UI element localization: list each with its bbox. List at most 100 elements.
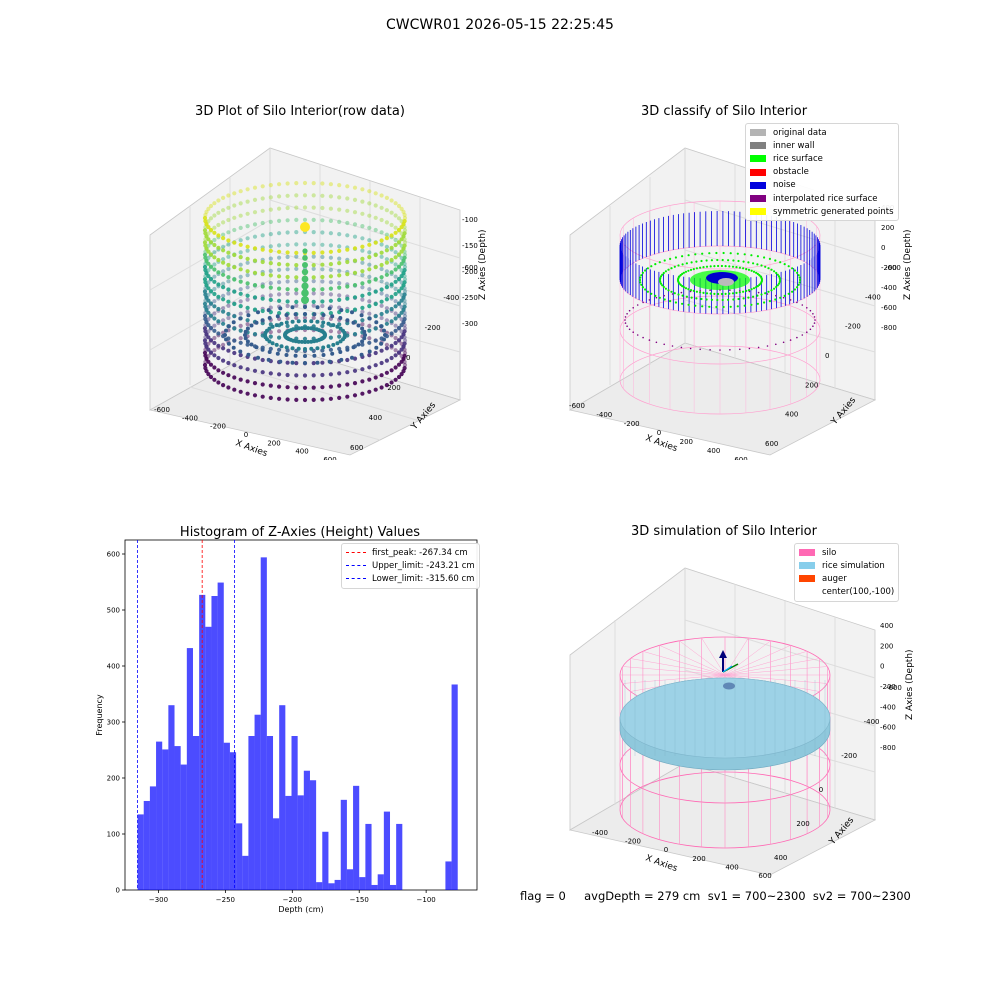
legend-item: symmetric generated points <box>750 205 894 218</box>
legend-label: Upper_limit: -243.21 cm <box>372 560 475 571</box>
legend-swatch <box>750 181 766 189</box>
legend-line <box>346 552 366 554</box>
x-tick-label: 200 <box>692 855 705 863</box>
classify-x-axis-label: X Axies <box>644 433 679 454</box>
y-tick-label: 200 <box>107 775 120 783</box>
legend-label: rice simulation <box>822 560 885 571</box>
y-tick-label: -200 <box>845 323 861 331</box>
y-tick-label: -600 <box>462 264 478 272</box>
histogram-bar <box>291 736 298 890</box>
legend-item: interpolated rice surface <box>750 192 894 205</box>
status-line: flag = 0 avgDepth = 279 cm sv1 = 700~230… <box>520 889 911 903</box>
simulation-x-ticks: -400 -200 0 200 400 600 <box>592 829 772 880</box>
y-tick-label: 400 <box>107 663 120 671</box>
x-tick-label: 0 <box>664 846 668 854</box>
histogram-bar <box>346 869 354 890</box>
y-tick-label: -200 <box>841 752 857 760</box>
classify-x-ticks: -600 -400 -200 0 200 400 600 <box>569 402 748 460</box>
x-tick-label: −200 <box>283 896 302 904</box>
legend-label: obstacle <box>773 167 809 178</box>
histogram-y-axis-label: Frequency <box>95 694 104 736</box>
histogram-bar <box>316 882 323 890</box>
z-tick-label: 400 <box>880 622 893 630</box>
y-tick-label: 500 <box>107 607 120 615</box>
histogram-bar <box>297 795 304 890</box>
legend-swatch <box>750 155 766 163</box>
y-tick-label: -600 <box>885 264 901 272</box>
auger-arrows <box>719 650 739 690</box>
classify-silo-wireframe <box>619 200 821 415</box>
z-tick-label: -200 <box>880 683 896 691</box>
histogram-bar <box>192 736 200 890</box>
histogram-bar <box>168 705 175 890</box>
y-tick-label: 100 <box>107 831 120 839</box>
simulation-z-ticks: 400 200 0 -200 -400 -600 -800 <box>880 622 896 752</box>
y-tick-label: 300 <box>107 719 120 727</box>
histogram-bar <box>285 795 292 890</box>
histogram-bar <box>186 648 193 890</box>
raw-y-ticks: -600 -400 -200 0 200 400 600 <box>350 264 478 452</box>
legend-label: noise <box>773 180 796 191</box>
raw-plot-title: 3D Plot of Silo Interior(row data) <box>195 104 405 119</box>
raw-3d-plot[interactable]: -600 -400 -200 0 200 400 600 -600 -400 -200 0 200 4… <box>130 140 490 460</box>
histogram-bar <box>180 764 187 890</box>
histogram-bar <box>390 884 397 890</box>
y-tick-label: 0 <box>819 786 823 794</box>
x-tick-label: 0 <box>244 431 248 439</box>
histogram-bar <box>396 823 403 890</box>
legend-item: original data <box>750 126 894 139</box>
legend-swatch <box>750 142 766 150</box>
histogram-bar <box>205 626 212 890</box>
legend-label: inner wall <box>773 140 815 151</box>
z-tick-label: -200 <box>881 264 897 272</box>
histogram-x-ticks: −300 −250 −200 −150 −100 <box>149 890 436 904</box>
legend-swatch <box>750 168 766 176</box>
legend-label: auger <box>822 573 847 584</box>
z-tick-label: -800 <box>881 324 897 332</box>
histogram-bar <box>279 705 286 890</box>
legend-item: noise <box>750 179 894 192</box>
legend-swatch <box>799 549 815 557</box>
simulation-legend: silo rice simulation auger center(100,-100) <box>794 543 900 602</box>
simulation-z-axis-label: Z Axies (Depth) <box>905 649 915 720</box>
x-tick-label: −250 <box>216 896 235 904</box>
histogram-bar <box>353 785 360 890</box>
x-tick-label: 400 <box>295 448 308 456</box>
histogram-bar <box>211 596 218 890</box>
y-tick-label: 0 <box>406 354 410 362</box>
histogram-chart[interactable]: Histogram of Z-Axies (Height) Values −30… <box>85 515 495 920</box>
legend-item: inner wall <box>750 139 894 152</box>
histogram-bar <box>309 780 317 890</box>
y-tick-label: 200 <box>387 384 400 392</box>
y-tick-label: 200 <box>796 820 809 828</box>
histogram-bars <box>137 557 458 890</box>
legend-label: original data <box>773 127 827 138</box>
histogram-title: Histogram of Z-Axies (Height) Values <box>180 525 420 540</box>
simulation-x-axis-label: X Axies <box>644 853 679 874</box>
z-tick-label: -250 <box>462 294 478 302</box>
histogram-legend: first_peak: -267.34 cm Upper_limit: -243.… <box>341 543 480 589</box>
z-tick-label: -100 <box>462 216 478 224</box>
histogram-bar <box>229 752 237 890</box>
z-tick-label: -400 <box>880 703 896 711</box>
classify-point-cloud <box>619 211 821 351</box>
z-tick-label: 200 <box>881 224 894 232</box>
raw-x-axis-label: X Axies <box>234 438 269 459</box>
x-tick-label: 0 <box>657 429 661 437</box>
x-tick-label: 400 <box>707 447 720 455</box>
classify-z-axis-label: Z Axies (Depth) <box>903 229 913 300</box>
y-tick-label: -200 <box>425 324 441 332</box>
classify-plot-title: 3D classify of Silo Interior <box>640 104 808 119</box>
histogram-bar <box>328 883 335 890</box>
simulation-rice-surface <box>619 677 831 771</box>
y-tick-label: -400 <box>443 294 459 302</box>
legend-label: Lower_limit: -315.60 cm <box>372 573 475 584</box>
legend-label: first_peak: -267.34 cm <box>372 547 468 558</box>
x-tick-label: 200 <box>267 439 280 447</box>
histogram-y-ticks: 0 100 200 300 400 500 600 <box>107 551 125 895</box>
x-tick-label: -600 <box>569 402 585 410</box>
z-tick-label: 0 <box>881 244 885 252</box>
histogram-bar <box>174 746 181 890</box>
